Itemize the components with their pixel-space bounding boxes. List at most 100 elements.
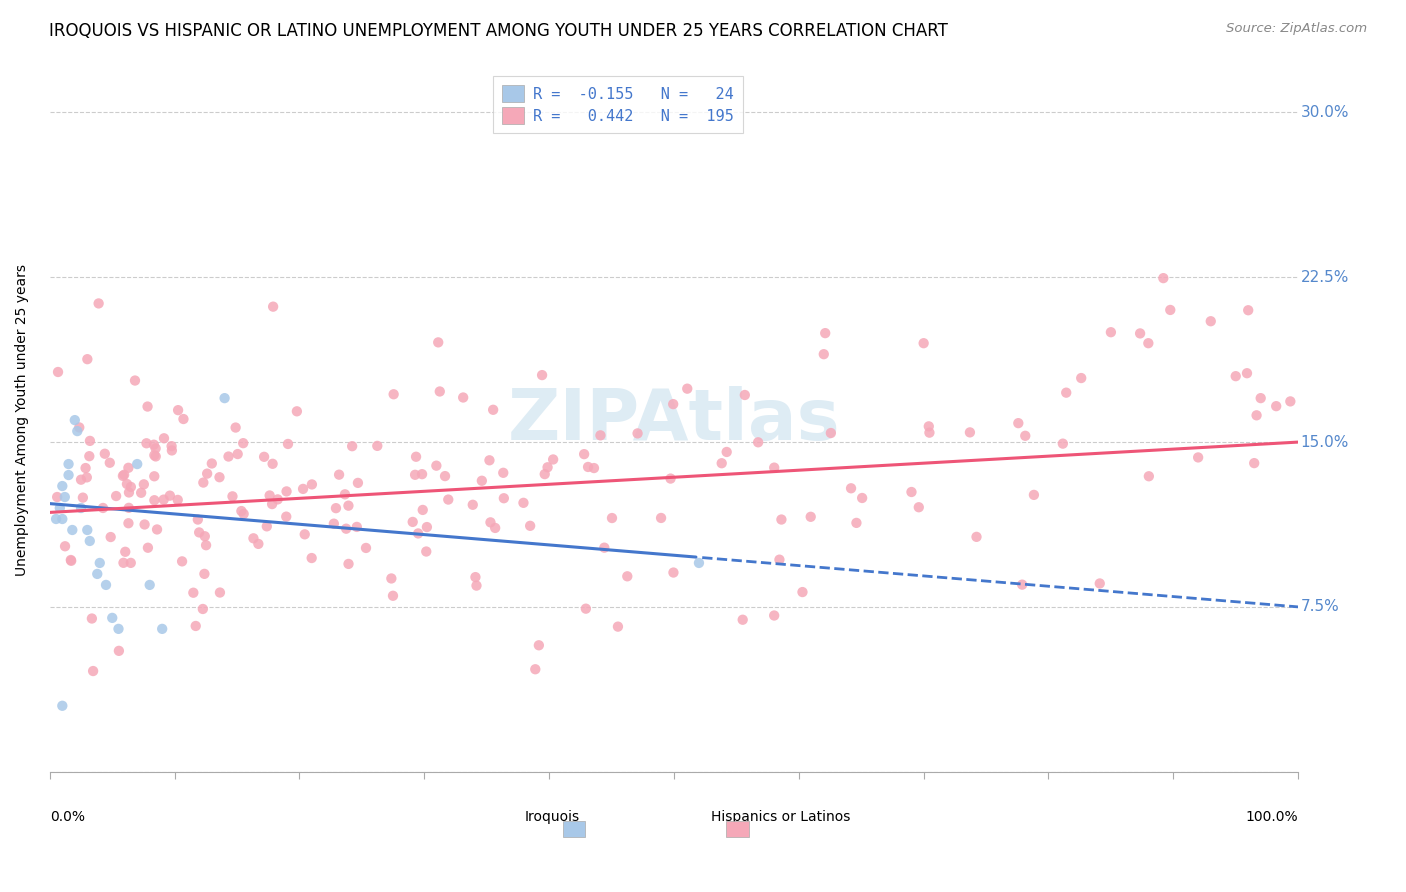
Point: [918, 425, 941, 440]
Point: [662, 566, 685, 580]
Point: [58, 457, 80, 471]
Point: [1250, 391, 1272, 405]
Point: [411, 467, 433, 482]
Point: [172, 412, 194, 426]
Point: [60, 554, 83, 568]
Point: [89, 556, 111, 570]
Point: [79, 449, 101, 463]
Point: [512, 496, 534, 510]
Point: [127, 457, 149, 471]
Point: [143, 493, 166, 508]
Point: [1137, 336, 1160, 351]
Point: [380, 572, 402, 586]
Point: [108, 644, 131, 658]
Point: [1054, 385, 1077, 400]
Point: [208, 470, 231, 484]
Point: [153, 431, 176, 445]
Point: [76, 470, 98, 484]
Point: [112, 467, 135, 482]
Point: [218, 450, 240, 464]
Point: [1199, 314, 1222, 328]
Point: [959, 425, 981, 440]
Point: [166, 492, 188, 507]
Point: [256, 519, 278, 533]
Point: [451, 391, 474, 405]
Point: [1152, 271, 1174, 285]
Point: [1265, 399, 1288, 413]
Point: [118, 485, 141, 500]
Text: 7.5%: 7.5%: [1301, 599, 1340, 615]
Point: [145, 450, 167, 464]
Point: [734, 388, 756, 402]
Point: [86, 566, 108, 581]
Text: 22.5%: 22.5%: [1301, 269, 1348, 285]
Point: [160, 443, 183, 458]
Point: [70, 473, 93, 487]
Point: [524, 662, 547, 676]
Point: [366, 439, 388, 453]
Point: [114, 545, 136, 559]
Point: [335, 522, 357, 536]
Point: [221, 489, 243, 503]
Point: [416, 520, 439, 534]
Point: [918, 419, 941, 434]
Point: [107, 622, 129, 636]
Point: [143, 469, 166, 483]
Point: [276, 509, 298, 524]
Point: [188, 525, 211, 540]
Point: [79, 533, 101, 548]
Point: [242, 531, 264, 545]
Point: [129, 485, 152, 500]
Point: [277, 437, 299, 451]
Point: [94, 447, 117, 461]
Point: [337, 499, 360, 513]
Text: Source: ZipAtlas.com: Source: ZipAtlas.com: [1226, 22, 1367, 36]
Point: [247, 537, 270, 551]
Point: [134, 517, 156, 532]
Point: [292, 482, 315, 496]
Point: [58, 468, 80, 483]
Point: [184, 619, 207, 633]
Text: 30.0%: 30.0%: [1301, 105, 1350, 120]
Point: [138, 578, 160, 592]
Point: [45, 512, 67, 526]
Point: [333, 487, 356, 501]
Point: [531, 368, 554, 383]
Point: [66, 424, 89, 438]
Point: [118, 500, 141, 515]
Point: [98, 456, 121, 470]
Point: [231, 504, 253, 518]
Point: [51, 512, 73, 526]
Point: [820, 425, 842, 440]
Point: [1099, 325, 1122, 339]
Point: [285, 404, 308, 418]
Point: [839, 481, 862, 495]
Point: [900, 485, 922, 500]
Point: [688, 556, 710, 570]
Point: [346, 520, 368, 534]
Point: [533, 467, 555, 482]
Point: [159, 489, 181, 503]
Point: [46, 365, 69, 379]
Point: [763, 460, 786, 475]
Point: [536, 460, 558, 475]
Text: IROQUOIS VS HISPANIC OR LATINO UNEMPLOYMENT AMONG YOUTH UNDER 25 YEARS CORRELATI: IROQUOIS VS HISPANIC OR LATINO UNEMPLOYM…: [49, 22, 948, 40]
Point: [572, 447, 595, 461]
Point: [232, 507, 254, 521]
Point: [70, 501, 93, 516]
Point: [1279, 394, 1302, 409]
Point: [301, 477, 323, 491]
Point: [527, 638, 550, 652]
Point: [425, 458, 447, 473]
Point: [800, 509, 823, 524]
Point: [124, 374, 146, 388]
Point: [72, 491, 94, 505]
Point: [582, 461, 605, 475]
Point: [276, 484, 298, 499]
Point: [1243, 456, 1265, 470]
Point: [589, 428, 612, 442]
Point: [136, 541, 159, 555]
Point: [1237, 303, 1260, 318]
Point: [142, 438, 165, 452]
Point: [465, 579, 488, 593]
